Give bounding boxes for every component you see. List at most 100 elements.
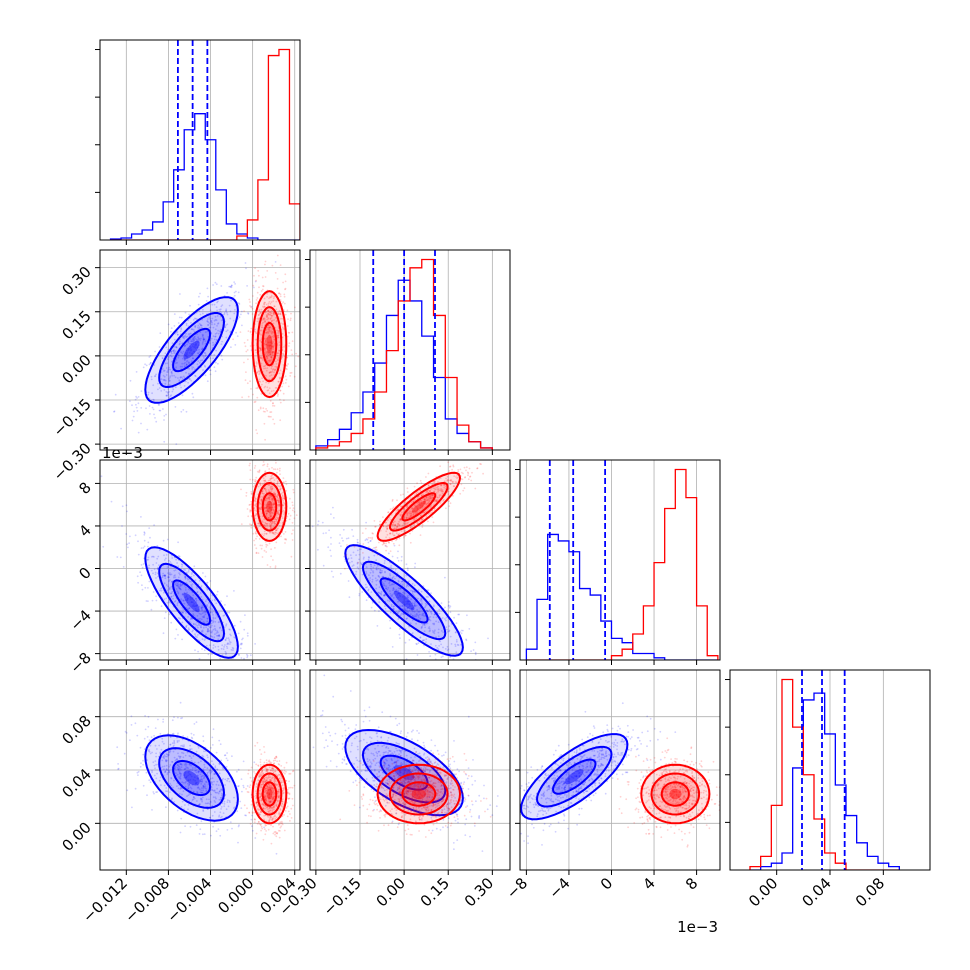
sample-point-blue xyxy=(153,792,155,795)
sample-point-blue xyxy=(460,643,462,646)
sample-point-red xyxy=(270,787,273,790)
sample-point-red xyxy=(271,315,273,317)
sample-point-blue xyxy=(131,404,133,407)
sample-point-blue xyxy=(173,801,176,803)
sample-point-blue xyxy=(358,592,361,595)
sample-point-red xyxy=(276,287,279,290)
sample-point-blue xyxy=(173,742,176,745)
sample-point-red xyxy=(254,338,257,341)
sample-point-red xyxy=(278,525,281,527)
sample-point-blue xyxy=(151,555,153,558)
sample-point-blue xyxy=(411,609,413,612)
sample-point-blue xyxy=(170,327,173,329)
sample-point-red xyxy=(269,344,272,347)
sample-point-blue xyxy=(194,579,197,582)
sample-point-red xyxy=(262,780,265,782)
sample-point-blue xyxy=(142,563,145,565)
sample-point-blue xyxy=(199,331,202,334)
sample-point-red xyxy=(270,347,272,349)
sample-point-red xyxy=(270,339,273,342)
sample-point-red xyxy=(268,792,271,795)
sample-point-blue xyxy=(237,291,240,294)
sample-point-red xyxy=(274,495,277,497)
sample-point-blue xyxy=(322,532,325,535)
sample-point-red xyxy=(269,341,272,343)
sample-point-red xyxy=(268,803,270,805)
sample-point-blue xyxy=(174,376,177,379)
sample-point-blue xyxy=(147,566,150,569)
sample-point-blue xyxy=(158,346,161,348)
sample-point-red xyxy=(286,335,289,338)
sample-point-blue xyxy=(157,566,159,569)
sample-point-red xyxy=(273,522,276,525)
sample-point-red xyxy=(290,312,292,315)
sample-point-red xyxy=(292,770,294,773)
sample-point-blue xyxy=(218,815,220,818)
sample-point-blue xyxy=(219,657,222,660)
sample-point-red xyxy=(254,478,257,481)
sample-point-blue xyxy=(418,613,421,616)
sample-point-red xyxy=(278,823,280,826)
sample-point-blue xyxy=(182,350,185,353)
sample-point-blue xyxy=(165,806,167,809)
sample-point-red xyxy=(269,787,271,790)
sample-point-blue xyxy=(347,580,350,582)
sample-point-blue xyxy=(356,549,359,552)
sample-point-blue xyxy=(229,286,232,288)
sample-point-red xyxy=(269,506,271,509)
sample-point-red xyxy=(264,488,267,490)
sample-point-blue xyxy=(197,787,200,789)
sample-point-red xyxy=(270,761,273,764)
sample-point-blue xyxy=(418,610,421,613)
sample-point-red xyxy=(272,404,274,407)
sample-point-red xyxy=(256,804,259,807)
sample-point-red xyxy=(268,796,271,799)
sample-point-blue xyxy=(194,326,197,329)
sample-point-red xyxy=(269,788,272,791)
sample-point-blue xyxy=(377,591,379,594)
sample-point-red xyxy=(277,393,279,396)
sample-point-blue xyxy=(184,589,187,591)
sample-point-red xyxy=(250,526,253,529)
sample-point-blue xyxy=(168,754,171,756)
sample-point-blue xyxy=(399,637,401,639)
sample-point-blue xyxy=(174,637,177,640)
sample-point-blue xyxy=(212,621,215,624)
sample-point-blue xyxy=(225,310,227,312)
sample-point-blue xyxy=(168,586,171,589)
sample-point-blue xyxy=(203,351,206,354)
sample-point-red xyxy=(271,332,273,335)
sample-point-blue xyxy=(142,759,144,762)
sample-point-blue xyxy=(143,533,146,536)
sample-point-blue xyxy=(187,372,190,375)
sample-point-blue xyxy=(369,539,372,542)
sample-point-red xyxy=(269,326,272,328)
sample-point-red xyxy=(272,341,275,343)
sample-point-blue xyxy=(382,575,384,578)
sample-point-blue xyxy=(187,341,190,344)
sample-point-red xyxy=(268,490,271,493)
sample-point-blue xyxy=(185,360,188,363)
sample-point-blue xyxy=(218,772,221,775)
sample-point-blue xyxy=(168,378,171,380)
sample-point-red xyxy=(268,496,270,499)
sample-point-blue xyxy=(180,772,183,775)
sample-point-blue xyxy=(227,643,230,645)
sample-point-blue xyxy=(199,773,202,776)
sample-point-blue xyxy=(390,567,393,570)
sample-point-blue xyxy=(219,834,222,837)
sample-point-red xyxy=(267,309,270,312)
sample-point-red xyxy=(262,306,265,309)
sample-point-blue xyxy=(156,748,158,750)
sample-point-blue xyxy=(131,806,133,809)
sample-point-red xyxy=(271,497,273,500)
sample-point-red xyxy=(279,781,282,783)
sample-point-red xyxy=(271,328,274,330)
sample-point-red xyxy=(270,793,273,796)
sample-point-blue xyxy=(165,584,168,586)
sample-point-blue xyxy=(165,764,168,767)
sample-point-blue xyxy=(199,828,202,831)
sample-point-blue xyxy=(412,615,414,617)
hist-blue-step xyxy=(750,692,900,870)
sample-point-blue xyxy=(270,800,272,803)
